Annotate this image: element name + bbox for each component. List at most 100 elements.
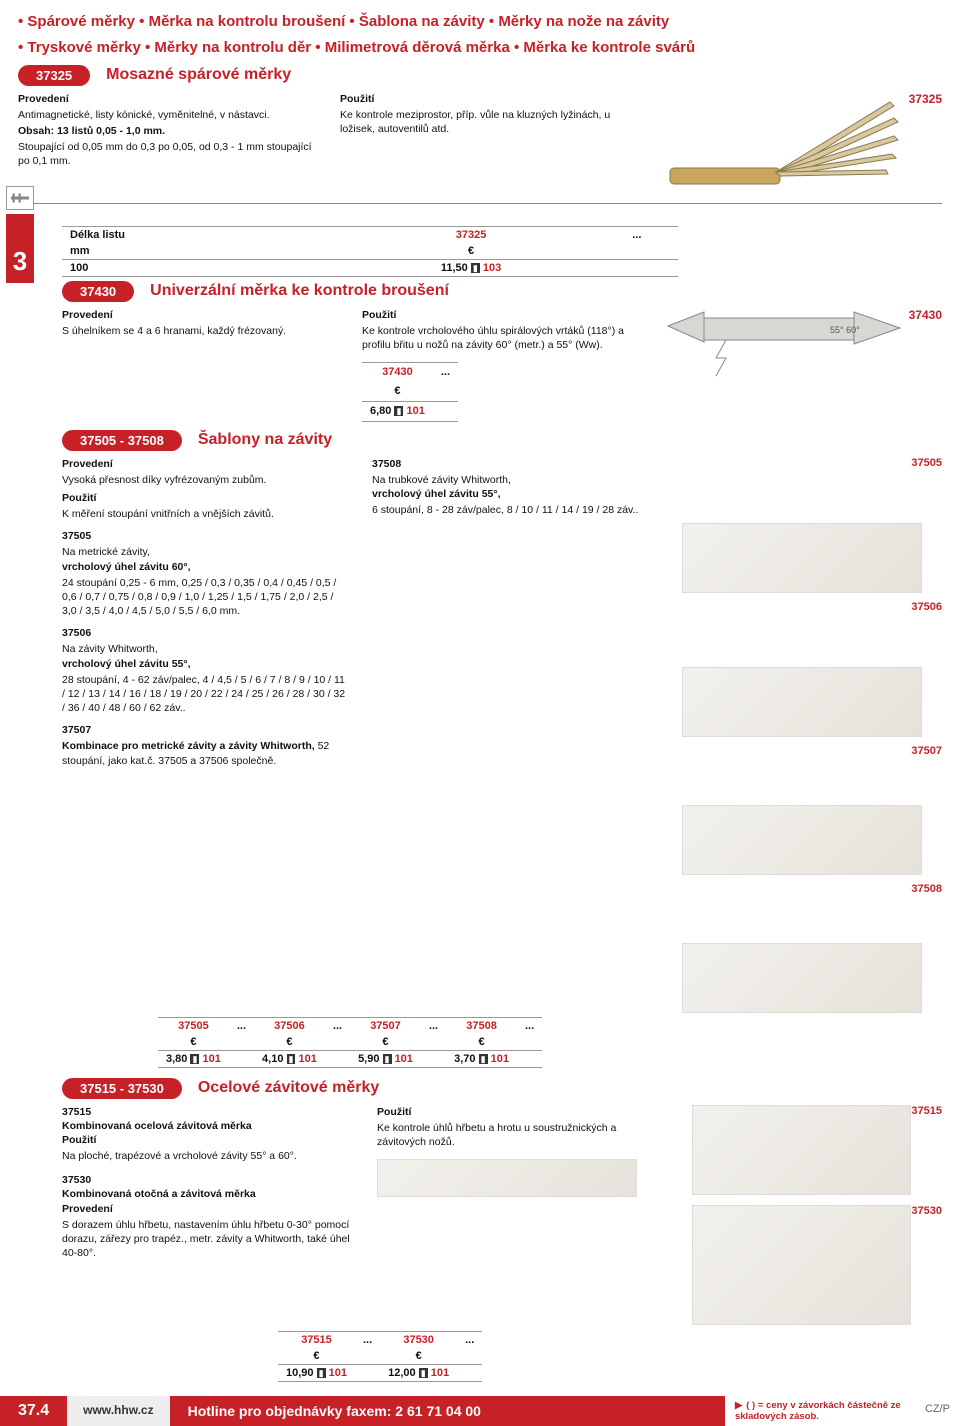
section-37430-code: 37430	[62, 281, 134, 302]
grinding-gauge-image: 55° 60°	[662, 308, 902, 378]
t37505-g2: 37507	[350, 1017, 421, 1034]
steel-gauge-image-37515	[692, 1105, 911, 1195]
s37505-lbl-1: 37506	[682, 601, 942, 613]
section-37515-title: Ocelové závitové měrky	[198, 1079, 379, 1097]
s37430-right-h1: Použití	[362, 308, 638, 322]
s37515-c2h1: Použití	[377, 1105, 668, 1119]
t37325-sub: 103	[483, 262, 501, 274]
s37515-c1t2b: S dorazem úhlu hřbetu, nastavením úhlu h…	[62, 1218, 353, 1261]
t37430-euro: €	[362, 382, 433, 401]
s37515-c1h2: 37530	[62, 1173, 353, 1187]
t37430-grp: 37430	[362, 363, 433, 382]
s37505-lbl-3: 37508	[682, 883, 942, 895]
s37515-c1h2b: Provedení	[62, 1202, 353, 1216]
s37505-c2h1: 37508	[372, 457, 658, 471]
t37505-g1: 37506	[254, 1017, 325, 1034]
section-37430-bar: 37430 Univerzální měrka ke kontrole brou…	[62, 281, 942, 302]
lathe-tool-image	[377, 1159, 637, 1197]
section-37515-content: 37515 Kombinovaná ocelová závitová měrka…	[62, 1105, 942, 1325]
t37325-dots: ...	[596, 226, 678, 243]
steel-gauge-image-37530	[692, 1205, 911, 1325]
s37515-c2t1: Ke kontrole úhlů hřbetu a hrotu u soustr…	[377, 1121, 668, 1149]
s37505-c1t3b: vrcholový úhel závitu 60°,	[62, 560, 348, 574]
s37325-left-t2: Obsah: 13 listů 0,05 - 1,0 mm.	[18, 125, 165, 137]
s37505-lbl-2: 37507	[682, 745, 942, 757]
s37505-c1h3: 37505	[62, 529, 348, 543]
t37430-price: 6,80	[370, 405, 391, 417]
footer-hotline: Hotline pro objednávky faxem: 2 61 71 04…	[170, 1396, 725, 1426]
section-37325-code: 37325	[18, 65, 90, 86]
s37515-c1t1b: Na ploché, trapézové a vrcholové závity …	[62, 1149, 353, 1163]
t37325-euro: €	[346, 243, 595, 260]
s37505-c1h5: 37507	[62, 723, 348, 737]
category-caliper-icon	[6, 186, 34, 210]
t37505-g0: 37505	[158, 1017, 229, 1034]
footer-czp: CZ/P	[915, 1396, 960, 1426]
table-37325: Délka listu 37325 ... mm € 100 11,50 ▮ 1…	[62, 226, 678, 277]
thread-gauge-image-37506	[682, 667, 922, 737]
s37515-lbl-0: 37515	[911, 1105, 942, 1117]
s37505-c1h2: Použití	[62, 491, 348, 505]
s37505-c1h4: 37506	[62, 626, 348, 640]
s37505-c1t3c: 24 stoupání 0,25 - 6 mm, 0,25 / 0,3 / 0,…	[62, 576, 348, 619]
t37325-rowval: 100	[62, 259, 294, 276]
section-37505-bar: 37505 - 37508 Šablony na závity	[62, 430, 942, 451]
s37505-c1h1: Provedení	[62, 457, 348, 471]
section-37430-content: Provedení S úhelníkem se 4 a 6 hranami, …	[62, 308, 942, 426]
footer-legend: ▶( ) = ceny v závorkách částečně ze skla…	[725, 1396, 915, 1426]
table-37430: 37430 ... € 6,80 ▮ 101	[362, 362, 458, 422]
section-37325-bar: 37325 Mosazné spárové měrky	[18, 65, 942, 86]
s37515-c1h1b: Použití	[62, 1133, 353, 1147]
svg-text:55° 60°: 55° 60°	[830, 325, 860, 335]
s37505-c1t3a: Na metrické závity,	[62, 545, 348, 559]
page-header-line2: • Tryskové měrky • Měrky na kontrolu děr…	[18, 38, 942, 58]
t37430-dots: ...	[433, 363, 458, 382]
s37505-c1t4a: Na závity Whitworth,	[62, 642, 348, 656]
table-37505: 37505... 37506... 37507... 37508... € € …	[158, 1017, 542, 1068]
section-37505-code: 37505 - 37508	[62, 430, 182, 451]
s37515-c1h1: 37515	[62, 1105, 353, 1119]
s37505-c2t1c: 6 stoupání, 8 - 28 záv/palec, 8 / 10 / 1…	[372, 503, 658, 517]
s37325-left-h1: Provedení	[18, 92, 316, 106]
t37325-grp: 37325	[346, 226, 595, 243]
t37325-price: 11,50	[441, 262, 468, 274]
s37325-left-t3: Stoupající od 0,05 mm do 0,3 po 0,05, od…	[18, 140, 316, 168]
s37505-c1t1: Vysoká přesnost díky vyfrézovaným zubům.	[62, 473, 348, 487]
s37325-right-t1: Ke kontrole meziprostor, příp. vůle na k…	[340, 108, 638, 136]
t37505-g3: 37508	[446, 1017, 517, 1034]
s37430-right-t1: Ke kontrole vrcholového úhlu spirálových…	[362, 324, 638, 352]
s37515-c1t1a: Kombinovaná ocelová závitová měrka	[62, 1119, 353, 1133]
t37325-col1-a: Délka listu	[70, 229, 125, 241]
thread-gauge-image-37505	[682, 523, 922, 593]
section-37325-content: Provedení Antimagnetické, listy kónické,…	[18, 92, 942, 195]
table-37515: 37515... 37530... € € 10,90 ▮ 101 12,00 …	[278, 1331, 482, 1382]
thread-gauge-image-37508	[682, 943, 922, 1013]
s37325-right-h1: Použití	[340, 92, 638, 106]
section-37325-title: Mosazné spárové měrky	[106, 66, 291, 84]
s37515-lbl-1: 37530	[911, 1205, 942, 1217]
s37430-left-t1: S úhelníkem se 4 a 6 hranami, každý fréz…	[62, 324, 338, 338]
section-37515-code: 37515 - 37530	[62, 1078, 182, 1099]
s37505-c1t2: K měření stoupání vnitřních a vnějších z…	[62, 507, 348, 521]
s37515-c1t2a: Kombinovaná otočná a závitová měrka	[62, 1187, 353, 1201]
page-footer: 37.4 www.hhw.cz Hotline pro objednávky f…	[0, 1396, 960, 1426]
section-37430-title: Univerzální měrka ke kontrole broušení	[150, 282, 449, 300]
t37430-sub: 101	[407, 405, 425, 417]
s37430-left-h1: Provedení	[62, 308, 338, 322]
s37505-c2t1a: Na trubkové závity Whitworth,	[372, 473, 658, 487]
s37325-left-t1: Antimagnetické, listy kónické, vyměnitel…	[18, 108, 316, 122]
chapter-number: 3	[6, 214, 34, 283]
t37325-col1-b: mm	[70, 245, 90, 257]
section-37505-content: Provedení Vysoká přesnost díky vyfrézova…	[62, 457, 942, 1013]
divider	[18, 203, 942, 204]
s37505-lbl-0: 37505	[682, 457, 942, 469]
s37505-c1t4b: vrcholový úhel závitu 55°,	[62, 657, 348, 671]
footer-url: www.hhw.cz	[67, 1396, 169, 1426]
section-37515-bar: 37515 - 37530 Ocelové závitové měrky	[62, 1078, 942, 1099]
thread-gauge-image-37507	[682, 805, 922, 875]
s37325-img-label: 37325	[909, 92, 942, 106]
s37505-c1t4c: 28 stoupání, 4 - 62 záv/palec, 4 / 4,5 /…	[62, 673, 348, 716]
page-number: 37.4	[0, 1396, 67, 1426]
s37505-c2t1b: vrcholový úhel závitu 55°,	[372, 487, 658, 501]
feeler-gauge-image	[662, 92, 902, 192]
